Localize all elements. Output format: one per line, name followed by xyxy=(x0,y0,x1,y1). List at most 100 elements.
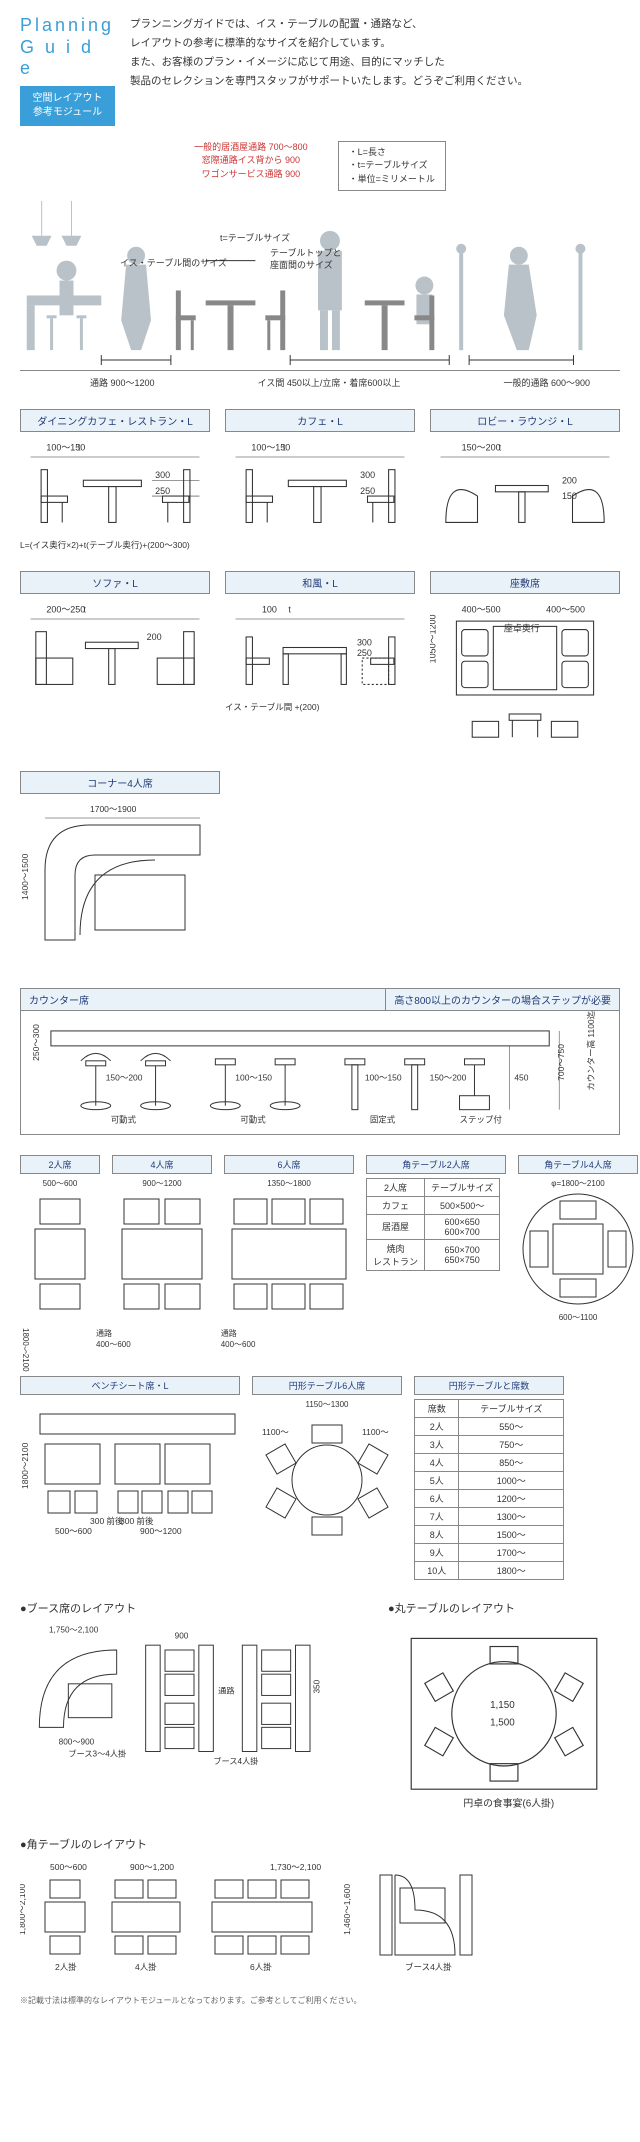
svg-text:1,800～2,100: 1,800～2,100 xyxy=(20,1884,27,1935)
red-line3: ワゴンサービス通路 900 xyxy=(194,168,308,182)
svg-text:ブース4人掛: ブース4人掛 xyxy=(405,1962,452,1972)
seat-4: 4人席 900～1200 xyxy=(112,1155,212,1323)
kaku-h1: 2人席 xyxy=(367,1178,425,1196)
booth-layout: ●ブース席のレイアウト 1,750～2,100 800～900 ブース3～4人掛… xyxy=(20,1600,368,1821)
dining-formula: L=(イス奥行×2)+t(テーブル奥行)+(200～300) xyxy=(20,539,210,551)
svg-text:カウンター高 1100迄: カウンター高 1100迄 xyxy=(586,1011,596,1091)
round-spec-table: 席数テーブルサイズ 2人550～3人750～4人850～5人1000～6人120… xyxy=(414,1399,564,1580)
label-spacing: イス・テーブル間のサイズ xyxy=(120,256,227,269)
svg-text:500～600: 500～600 xyxy=(50,1862,87,1872)
svg-text:4人掛: 4人掛 xyxy=(135,1962,157,1972)
wafu-svg: 100t 300250 xyxy=(225,600,415,695)
seat-depth: 1800～2100 xyxy=(20,1328,31,1372)
kaku-2-table: 角テーブル2人席 2人席テーブルサイズ カフェ500×500～ 居酒屋600×6… xyxy=(366,1155,506,1323)
seat4-w: 900～1200 xyxy=(112,1178,212,1189)
sofa-title: ソファ・L xyxy=(20,571,210,594)
svg-text:250: 250 xyxy=(357,648,372,658)
svg-text:通路: 通路 xyxy=(218,1686,234,1696)
kaku-r2b: 600×650 600×700 xyxy=(425,1214,500,1239)
kaku-r3b: 650×700 650×750 xyxy=(425,1239,500,1270)
svg-text:250: 250 xyxy=(360,486,375,496)
seat4-svg xyxy=(112,1189,212,1319)
svg-text:1100～: 1100～ xyxy=(362,1427,389,1437)
module-cafe: カフェ・L 100～150t 300250 xyxy=(225,409,415,551)
round-6: 円形テーブル6人席 1150～1300 1100～1100～ xyxy=(252,1376,402,1580)
seat2-title: 2人席 xyxy=(20,1155,100,1174)
module-lobby: ロビー・ラウンジ・L 150～200t 200150 xyxy=(430,409,620,551)
rt-cell: 9人 xyxy=(415,1544,459,1562)
header: Planning G u i d e 空間レイアウト 参考モジュール プランニン… xyxy=(0,0,640,136)
badge: 空間レイアウト 参考モジュール xyxy=(20,86,115,126)
intro-line2: レイアウトの参考に標準的なサイズを紹介しています。 xyxy=(130,34,528,53)
module-zashiki: 座敷席 400～500400～500 座卓奥行 1050～1200 xyxy=(430,571,620,751)
svg-text:1,750～2,100: 1,750～2,100 xyxy=(49,1626,99,1635)
rt-cell: 2人 xyxy=(415,1418,459,1436)
seat-6: 6人席 1350～1800 xyxy=(224,1155,354,1323)
footnote: ※記載寸法は標準的なレイアウトモジュールとなっております。ご参考としてご利用くだ… xyxy=(20,1995,620,2006)
counter-module: カウンター席 高さ800以上のカウンターの場合ステップが必要 250～300 1… xyxy=(20,988,620,1135)
module-wafu: 和風・L 100t 300250 イス・テーブル間 +(200) xyxy=(225,571,415,751)
hero-diagram: t=テーブルサイズ イス・テーブル間のサイズ テーブルトップと 座面間のサイズ xyxy=(20,201,620,371)
red-line2: 窓際通路イス背から 900 xyxy=(194,154,308,168)
seat-row-2: ベンチシート席・L 1800～2100 500～600 900～1200 300… xyxy=(20,1376,620,1580)
kaku-r1a: カフェ xyxy=(367,1196,425,1214)
lobby-title: ロビー・ラウンジ・L xyxy=(430,409,620,432)
svg-text:100～150: 100～150 xyxy=(235,1073,272,1083)
module-row-1: ダイニングカフェ・レストラン・L 100～150t 300250 L=(イス奥行… xyxy=(20,409,620,551)
svg-text:200: 200 xyxy=(147,632,162,642)
svg-text:1,460～1,600: 1,460～1,600 xyxy=(342,1884,352,1935)
title-line1: Planning xyxy=(20,15,115,37)
kaku4-dia: φ=1800～2100 xyxy=(518,1178,638,1189)
svg-text:150～200: 150～200 xyxy=(106,1073,143,1083)
round-spec: 円形テーブルと席数 席数テーブルサイズ 2人550～3人750～4人850～5人… xyxy=(414,1376,564,1580)
kaku-r1b: 500×500～ xyxy=(425,1196,500,1214)
kaku-4: 角テーブル4人席 φ=1800～2100 600～1100 xyxy=(518,1155,638,1323)
layout-row-2: 500～600 900～1,200 1,730～2,100 1,800～2,10… xyxy=(20,1860,620,1980)
svg-text:1050～1200: 1050～1200 xyxy=(430,615,437,664)
rt-cell: 1700～ xyxy=(459,1544,564,1562)
rt-cell: 10人 xyxy=(415,1562,459,1580)
corner-title: コーナー4人席 xyxy=(20,771,220,794)
rt-cell: 1300～ xyxy=(459,1508,564,1526)
layout-row-1: ●ブース席のレイアウト 1,750～2,100 800～900 ブース3～4人掛… xyxy=(20,1600,620,1821)
svg-text:450: 450 xyxy=(514,1073,528,1083)
svg-text:t: t xyxy=(83,605,86,615)
svg-text:1100～: 1100～ xyxy=(262,1427,289,1437)
seat-row-1: 2人席 500～600 4人席 900～1200 6人席 1350～1800 角… xyxy=(20,1155,620,1323)
sofa-svg: 200～250t 200 xyxy=(20,600,210,695)
svg-text:700～750: 700～750 xyxy=(556,1044,566,1081)
rt-cell: 1800～ xyxy=(459,1562,564,1580)
svg-text:座卓奥行: 座卓奥行 xyxy=(504,623,540,634)
svg-text:200: 200 xyxy=(562,476,577,486)
kaku-svg: 500～600 900～1,200 1,730～2,100 1,800～2,10… xyxy=(20,1860,620,1980)
svg-text:1700～1900: 1700～1900 xyxy=(90,804,137,814)
booth-svg: 1,750～2,100 800～900 ブース3～4人掛 900 通路 350 … xyxy=(20,1621,368,1766)
intro-line1: プランニングガイドでは、イス・テーブルの配置・通路など、 xyxy=(130,15,528,34)
rt-cell: 1000～ xyxy=(459,1472,564,1490)
svg-text:150: 150 xyxy=(562,492,577,502)
hero-labels: t=テーブルサイズ イス・テーブル間のサイズ テーブルトップと 座面間のサイズ xyxy=(20,201,620,370)
bench-seat: ベンチシート席・L 1800～2100 500～600 900～1200 300… xyxy=(20,1376,240,1580)
bench-svg: 1800～2100 500～600 900～1200 300 前後 300 前後 xyxy=(20,1399,240,1539)
maru-layout: ●丸テーブルのレイアウト 1,150 1,500 円卓の食事宴(6人掛) xyxy=(388,1600,620,1821)
round6-title: 円形テーブル6人席 xyxy=(252,1376,402,1395)
rt-cell: 850～ xyxy=(459,1454,564,1472)
rt-h1: 席数 xyxy=(415,1400,459,1418)
zashiki-title: 座敷席 xyxy=(430,571,620,594)
svg-text:可動式: 可動式 xyxy=(240,1115,266,1125)
svg-text:300 前後: 300 前後 xyxy=(90,1516,124,1526)
dim-aisle2: 一般的通路 600～900 xyxy=(503,376,590,389)
red-notes: 一般的居酒屋通路 700～800 窓際通路イス背から 900 ワゴンサービス通路… xyxy=(194,141,308,192)
kaku-r3a: 焼肉 レストラン xyxy=(367,1239,425,1270)
svg-text:150～200: 150～200 xyxy=(430,1073,467,1083)
box-line3: ・単位=ミリメートル xyxy=(349,173,435,187)
wafu-title: 和風・L xyxy=(225,571,415,594)
dim-chair: イス間 450以上/立席・着席600以上 xyxy=(258,376,401,389)
svg-text:t: t xyxy=(499,443,502,453)
svg-text:300 前後: 300 前後 xyxy=(120,1516,154,1526)
svg-text:350: 350 xyxy=(313,1680,322,1694)
kaku2-title: 角テーブル2人席 xyxy=(366,1155,506,1174)
rt-cell: 7人 xyxy=(415,1508,459,1526)
kaku4-title: 角テーブル4人席 xyxy=(518,1155,638,1174)
seat2-w: 500～600 xyxy=(20,1178,100,1189)
